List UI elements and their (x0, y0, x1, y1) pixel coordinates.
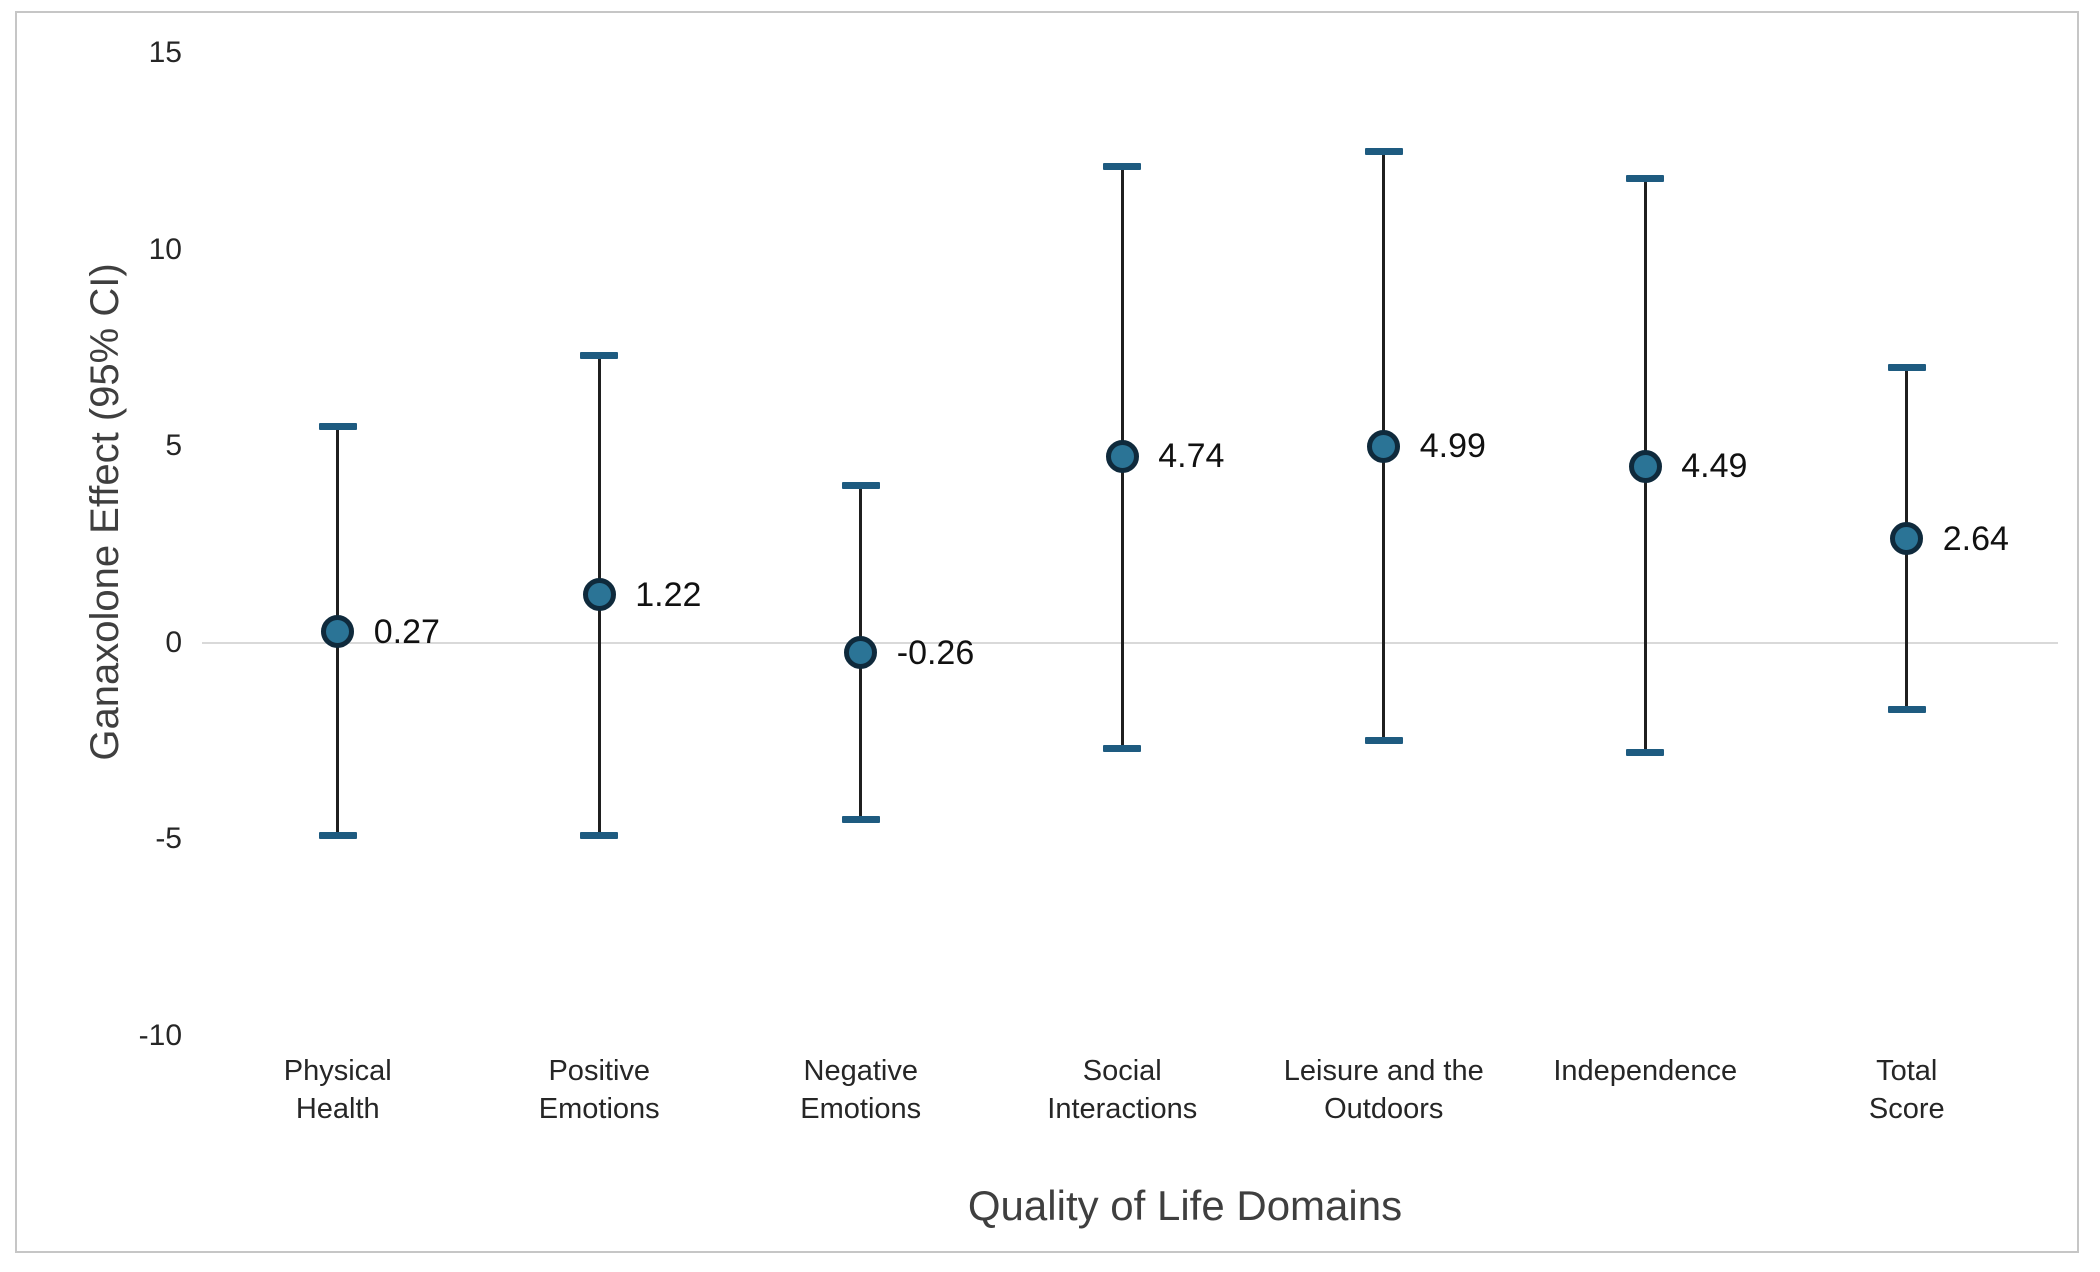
category-label-line: Health (295, 1093, 380, 1125)
category-label: Independence (1505, 1052, 1785, 1090)
data-point-marker (844, 636, 878, 670)
error-bar-upper-cap (841, 481, 880, 489)
data-point-value-label: 1.22 (635, 575, 702, 614)
y-tick-label: 10 (148, 232, 182, 266)
error-bar-lower-cap (1887, 705, 1926, 713)
category-label-line: Negative (803, 1055, 918, 1087)
category-label: Total Score (1767, 1052, 2047, 1128)
data-point-marker (1367, 429, 1401, 463)
category-label: Negative Emotions (721, 1052, 1001, 1128)
y-tick-label: 0 (165, 625, 182, 659)
error-bar-upper-cap (1626, 175, 1665, 183)
error-bar-upper-cap (1887, 363, 1926, 371)
y-axis-title: Ganaxolone Effect (95% CI) (83, 263, 127, 761)
y-tick-label: -10 (138, 1018, 182, 1052)
data-point-marker (1890, 522, 1924, 556)
data-point-marker (1105, 439, 1139, 473)
error-bar-upper-cap (580, 352, 619, 360)
error-bar-upper-cap (1103, 163, 1142, 171)
error-bar-lower-cap (1364, 737, 1403, 745)
category-label-line: Leisure and the (1283, 1055, 1484, 1087)
figure-border (15, 11, 2079, 1253)
error-bar-upper-cap (1364, 147, 1403, 155)
data-point-marker (582, 578, 616, 612)
zero-gridline (202, 641, 2058, 644)
error-bar-lower-cap (1626, 749, 1665, 757)
category-label: Physical Health (198, 1052, 478, 1128)
error-bar-lower-cap (580, 831, 619, 839)
error-bar-lower-cap (318, 831, 357, 839)
data-point-marker (321, 615, 355, 649)
category-label-line: Interactions (1047, 1093, 1198, 1125)
category-label: Positive Emotions (459, 1052, 739, 1128)
data-point-value-label: -0.26 (896, 633, 975, 672)
y-tick-label: 5 (165, 429, 182, 462)
y-tick-label: 15 (148, 36, 182, 69)
data-point-value-label: 0.27 (373, 612, 440, 651)
data-point-marker (1628, 449, 1662, 483)
error-bar-upper-cap (318, 422, 357, 430)
category-label-line: Score (1868, 1093, 1945, 1125)
data-point-value-label: 4.99 (1419, 427, 1486, 466)
category-label-line: Physical (283, 1055, 392, 1087)
category-label-line: Emotions (800, 1093, 922, 1125)
error-bar-lower-cap (841, 815, 880, 823)
category-label-line: Emotions (538, 1093, 660, 1125)
category-label-line: Positive (548, 1055, 651, 1087)
data-point-value-label: 2.64 (1942, 519, 2009, 558)
data-point-value-label: 4.74 (1158, 437, 1225, 476)
category-label: Social Interactions (982, 1052, 1262, 1128)
x-axis-title: Quality of Life Domains (967, 1182, 1403, 1229)
error-bar-lower-cap (1103, 745, 1142, 753)
category-label-line: Outdoors (1324, 1093, 1444, 1125)
y-tick-label: -5 (155, 822, 182, 855)
data-point-value-label: 4.49 (1681, 447, 1748, 486)
category-label-line: Total (1876, 1055, 1938, 1087)
category-label: Leisure and the Outdoors (1244, 1052, 1524, 1128)
category-label-line: Social (1082, 1055, 1162, 1087)
category-label-line: Independence (1553, 1055, 1738, 1087)
